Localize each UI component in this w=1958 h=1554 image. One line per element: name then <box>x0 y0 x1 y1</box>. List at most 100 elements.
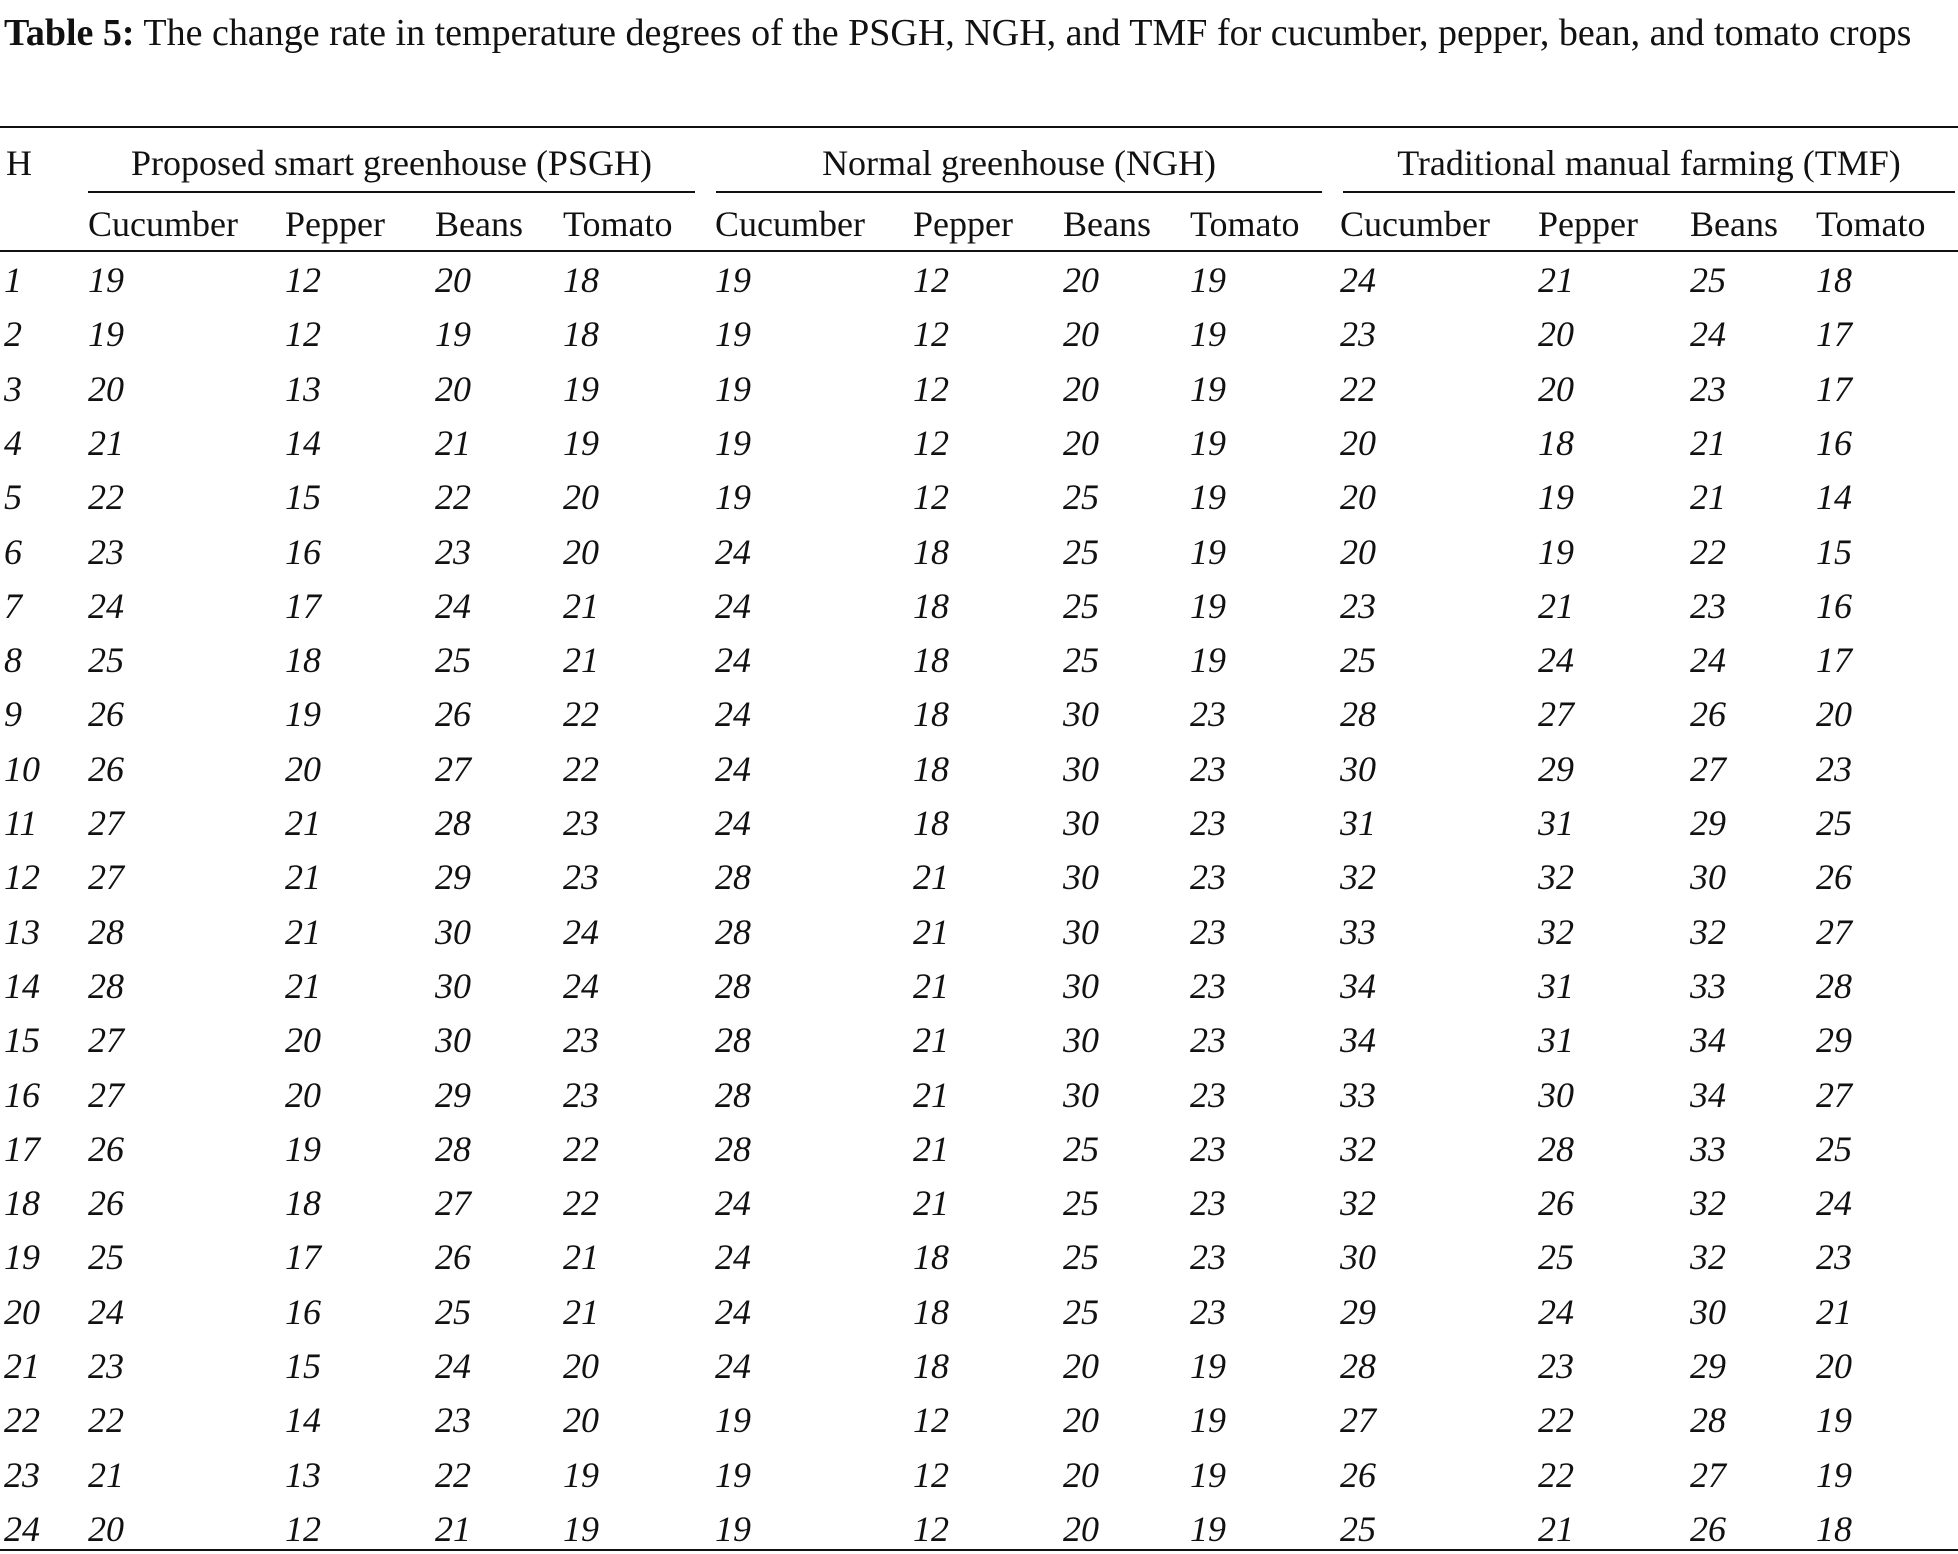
cell: 21 <box>563 1237 599 1278</box>
cell: 27 <box>1690 748 1726 789</box>
cell: 25 <box>88 1237 124 1278</box>
cell: 22 <box>1538 1400 1574 1441</box>
cell: 23 <box>563 803 599 843</box>
cell: 30 <box>435 965 471 1006</box>
cell: 18 <box>913 1346 949 1386</box>
cell: 27 <box>88 1020 124 1061</box>
cell: 28 <box>1340 694 1376 735</box>
cell: 18 <box>913 694 949 735</box>
cell: 25 <box>1816 1128 1852 1169</box>
cell: 26 <box>435 694 471 735</box>
cell: 18 <box>285 640 321 681</box>
cell: 19 <box>715 1454 751 1495</box>
cell: 29 <box>1690 1346 1726 1386</box>
cell: 27 <box>88 857 124 898</box>
cell: 24 <box>715 585 751 626</box>
cell: 26 <box>88 748 124 789</box>
cell: 19 <box>1190 1454 1226 1495</box>
cell: 32 <box>1538 857 1574 898</box>
cell: 19 <box>715 1508 751 1549</box>
cell: 32 <box>1538 911 1574 952</box>
cell: 21 <box>1690 477 1726 518</box>
cell: 17 <box>1816 314 1852 355</box>
cell: 24 <box>715 694 751 735</box>
cell: 24 <box>435 585 471 626</box>
cell: 21 <box>435 1508 471 1549</box>
cell: 19 <box>715 260 751 300</box>
cell: 22 <box>563 694 599 735</box>
cell: 12 <box>913 1400 949 1441</box>
cell: 18 <box>285 1183 321 1224</box>
cell: 19 <box>1190 314 1226 355</box>
cell: 17 <box>285 585 321 626</box>
cell: 26 <box>1690 1508 1726 1549</box>
cell: 27 <box>1538 694 1574 735</box>
cell: 20 <box>1340 477 1376 518</box>
column-header: Cucumber <box>88 204 238 244</box>
cell: 12 <box>285 314 321 355</box>
cell: 23 <box>88 1346 124 1386</box>
cell: 24 <box>435 1346 471 1386</box>
cell: 28 <box>1538 1128 1574 1169</box>
cell: 24 <box>715 640 751 681</box>
cell: 12 <box>913 314 949 355</box>
cell: 24 <box>563 911 599 952</box>
cell: 30 <box>435 911 471 952</box>
cell: 31 <box>1340 803 1376 843</box>
caption-text: The change rate in temperature degrees o… <box>143 12 1912 54</box>
cell: 21 <box>1538 260 1574 300</box>
cell: 23 <box>1690 368 1726 409</box>
cell: 19 <box>563 368 599 409</box>
row-label: 20 <box>4 1291 40 1332</box>
row-label: 23 <box>4 1454 40 1495</box>
cell: 18 <box>913 585 949 626</box>
cell: 32 <box>1340 857 1376 898</box>
cell: 18 <box>913 748 949 789</box>
cell: 18 <box>913 640 949 681</box>
cell: 33 <box>1690 1128 1726 1169</box>
cell: 13 <box>285 368 321 409</box>
cell: 21 <box>285 965 321 1006</box>
cell: 30 <box>1063 857 1099 898</box>
row-label: 22 <box>4 1400 40 1441</box>
cell: 23 <box>1190 1291 1226 1332</box>
column-header: Pepper <box>1538 204 1638 244</box>
cell: 23 <box>435 1400 471 1441</box>
cell: 30 <box>1538 1074 1574 1115</box>
cell: 23 <box>1190 965 1226 1006</box>
cell: 17 <box>285 1237 321 1278</box>
cell: 18 <box>1816 1508 1852 1549</box>
cell: 19 <box>1816 1454 1852 1495</box>
cell: 20 <box>285 748 321 789</box>
cell: 19 <box>1190 585 1226 626</box>
cell: 17 <box>1816 368 1852 409</box>
group-header: Normal greenhouse (NGH) <box>822 143 1216 183</box>
column-header: Cucumber <box>715 204 865 244</box>
row-label: 4 <box>4 422 22 463</box>
cell: 12 <box>913 1454 949 1495</box>
cell: 34 <box>1690 1074 1726 1115</box>
cell: 22 <box>435 1454 471 1495</box>
cell: 30 <box>1063 748 1099 789</box>
cell: 22 <box>563 1128 599 1169</box>
cell: 27 <box>1816 1074 1852 1115</box>
cell: 27 <box>88 1074 124 1115</box>
cell: 19 <box>715 368 751 409</box>
column-header: Pepper <box>913 204 1013 244</box>
column-header: Beans <box>1690 204 1778 244</box>
cell: 22 <box>88 477 124 518</box>
cell: 21 <box>435 422 471 463</box>
column-header: Pepper <box>285 204 385 244</box>
cell: 30 <box>1063 965 1099 1006</box>
cell: 29 <box>1690 803 1726 843</box>
cell: 18 <box>913 531 949 572</box>
column-header: Cucumber <box>1340 204 1490 244</box>
cell: 25 <box>435 1291 471 1332</box>
row-label: 14 <box>4 965 40 1006</box>
cell: 26 <box>1690 694 1726 735</box>
cell: 21 <box>913 1074 949 1115</box>
cell: 23 <box>1816 1237 1852 1278</box>
cell: 30 <box>1063 1020 1099 1061</box>
cell: 25 <box>1538 1237 1574 1278</box>
